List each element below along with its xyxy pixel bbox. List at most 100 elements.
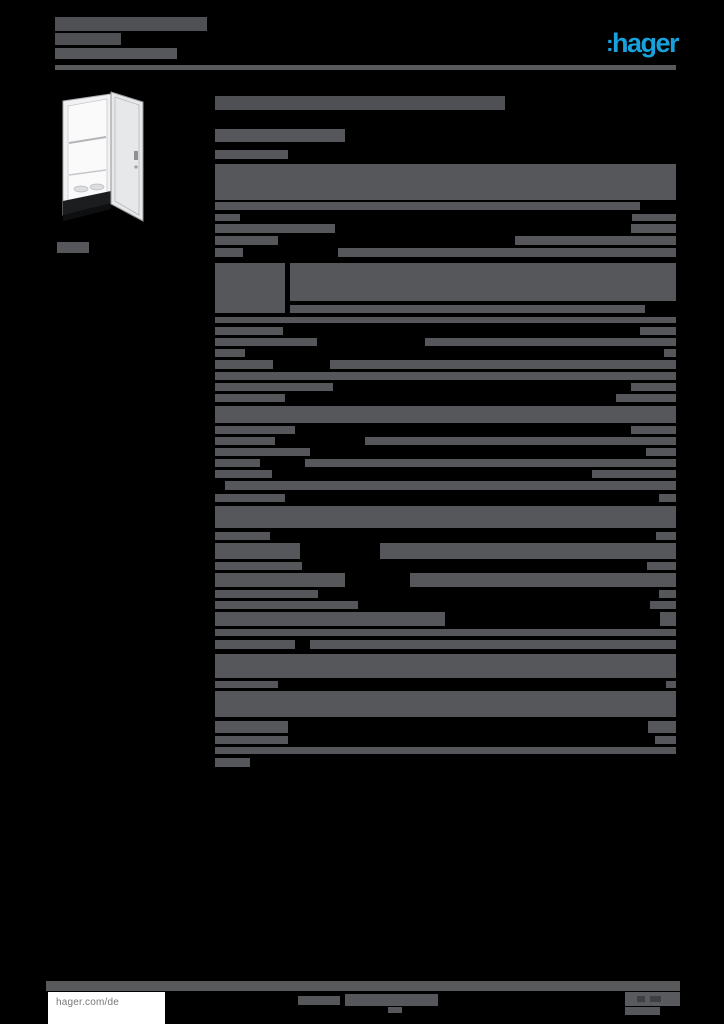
spec-value-redacted	[310, 640, 676, 649]
spec-value-redacted	[425, 338, 676, 346]
spec-value-redacted	[592, 470, 676, 478]
redacted-paragraph-bar	[215, 406, 676, 423]
spec-row	[215, 562, 676, 570]
spec-label-redacted	[215, 470, 272, 478]
spec-row	[215, 612, 676, 626]
header-title-line-1	[55, 17, 207, 31]
redacted-paragraph-bar	[215, 317, 676, 323]
spec-row	[215, 629, 676, 636]
redacted-text-bar	[215, 150, 288, 159]
spec-row	[215, 506, 676, 528]
cable-knockout-left	[73, 185, 89, 193]
spec-row	[215, 681, 676, 688]
spec-row	[215, 372, 676, 380]
spec-label-redacted	[215, 640, 295, 649]
spec-row	[215, 248, 676, 257]
spec-row	[215, 590, 676, 598]
spec-value-redacted	[650, 601, 676, 609]
spec-row	[215, 360, 676, 369]
spec-row	[215, 383, 676, 391]
spec-value-redacted	[660, 612, 676, 626]
plinth-base	[63, 203, 111, 221]
spec-label-redacted	[215, 383, 333, 391]
spec-label-redacted	[215, 532, 270, 540]
redacted-paragraph-bar	[215, 747, 676, 754]
spec-value-block-redacted	[290, 263, 676, 301]
spec-row	[215, 481, 676, 490]
spec-value-redacted	[410, 573, 676, 587]
hager-logo: :hager	[596, 27, 680, 59]
redacted-paragraph-bar	[215, 506, 676, 528]
spec-row	[215, 573, 676, 587]
spec-label-redacted	[215, 248, 243, 257]
spec-label-redacted	[215, 338, 317, 346]
spec-value-redacted	[365, 437, 676, 445]
spec-row	[215, 532, 676, 540]
spec-row	[215, 426, 676, 434]
spec-value-redacted	[338, 248, 676, 257]
spec-label-redacted	[215, 349, 245, 357]
spec-row	[215, 338, 676, 346]
spec-value-redacted	[640, 327, 676, 335]
spec-row	[215, 448, 676, 456]
spec-row	[215, 494, 676, 502]
spec-value-redacted	[631, 383, 676, 391]
spec-row	[215, 470, 676, 478]
redacted-paragraph-bar	[215, 372, 676, 380]
spec-label-redacted	[215, 263, 285, 313]
spec-row	[215, 349, 676, 357]
spec-label-redacted	[215, 437, 275, 445]
redacted-paragraph-bar	[215, 164, 676, 200]
product-photo-enclosure	[57, 85, 147, 233]
header-divider	[55, 65, 676, 70]
header-title-line-2	[55, 33, 121, 45]
mounting-rail-top	[68, 136, 107, 144]
footer-center-text-bar-3	[388, 1007, 402, 1013]
spec-value-redacted	[616, 394, 676, 402]
spec-label-redacted	[215, 448, 310, 456]
header-title-line-3	[55, 48, 177, 59]
spec-label-redacted	[215, 236, 278, 245]
spec-value-redacted	[659, 494, 676, 502]
spec-row	[215, 601, 676, 609]
door-lock	[134, 151, 138, 160]
page-number-mark-2	[650, 996, 661, 1002]
door-hinge-dot	[134, 165, 138, 169]
mounting-rail-bottom	[68, 169, 107, 176]
spec-row	[215, 164, 676, 200]
page-number-mark-1	[637, 996, 645, 1002]
spec-value-redacted	[515, 236, 676, 245]
spec-table	[215, 150, 676, 767]
spec-value-redacted	[664, 349, 676, 357]
spec-label-redacted	[215, 721, 288, 733]
hager-logo-colon: :	[606, 31, 613, 56]
redacted-paragraph-bar	[215, 654, 676, 678]
enclosure-illustration	[62, 91, 144, 222]
spec-label-redacted	[215, 736, 288, 744]
spec-value-redacted	[632, 214, 676, 221]
spec-label-redacted	[215, 573, 345, 587]
spec-value-redacted	[655, 736, 676, 744]
spec-value-redacted	[330, 360, 676, 369]
spec-row	[215, 150, 676, 159]
spec-label-redacted	[215, 214, 240, 221]
spec-row	[215, 721, 676, 733]
spec-row	[215, 317, 676, 323]
hager-logo-text: hager	[611, 28, 680, 58]
spec-label-redacted	[215, 590, 318, 598]
spec-row	[215, 654, 676, 678]
spec-label-redacted	[215, 224, 335, 233]
spec-label-redacted	[215, 360, 273, 369]
page-number-subbar	[625, 1007, 660, 1015]
spec-row	[215, 202, 676, 210]
spec-value-redacted	[659, 590, 676, 598]
footer-center-text-bar-2	[345, 994, 438, 1006]
redacted-text-bar	[215, 202, 640, 210]
spec-label-redacted	[215, 494, 285, 502]
spec-value-redacted	[646, 448, 676, 456]
hager-website-link[interactable]: hager.com/de	[56, 997, 119, 1008]
spec-row	[215, 459, 676, 467]
enclosure-door	[110, 91, 144, 222]
spec-row	[215, 747, 676, 754]
